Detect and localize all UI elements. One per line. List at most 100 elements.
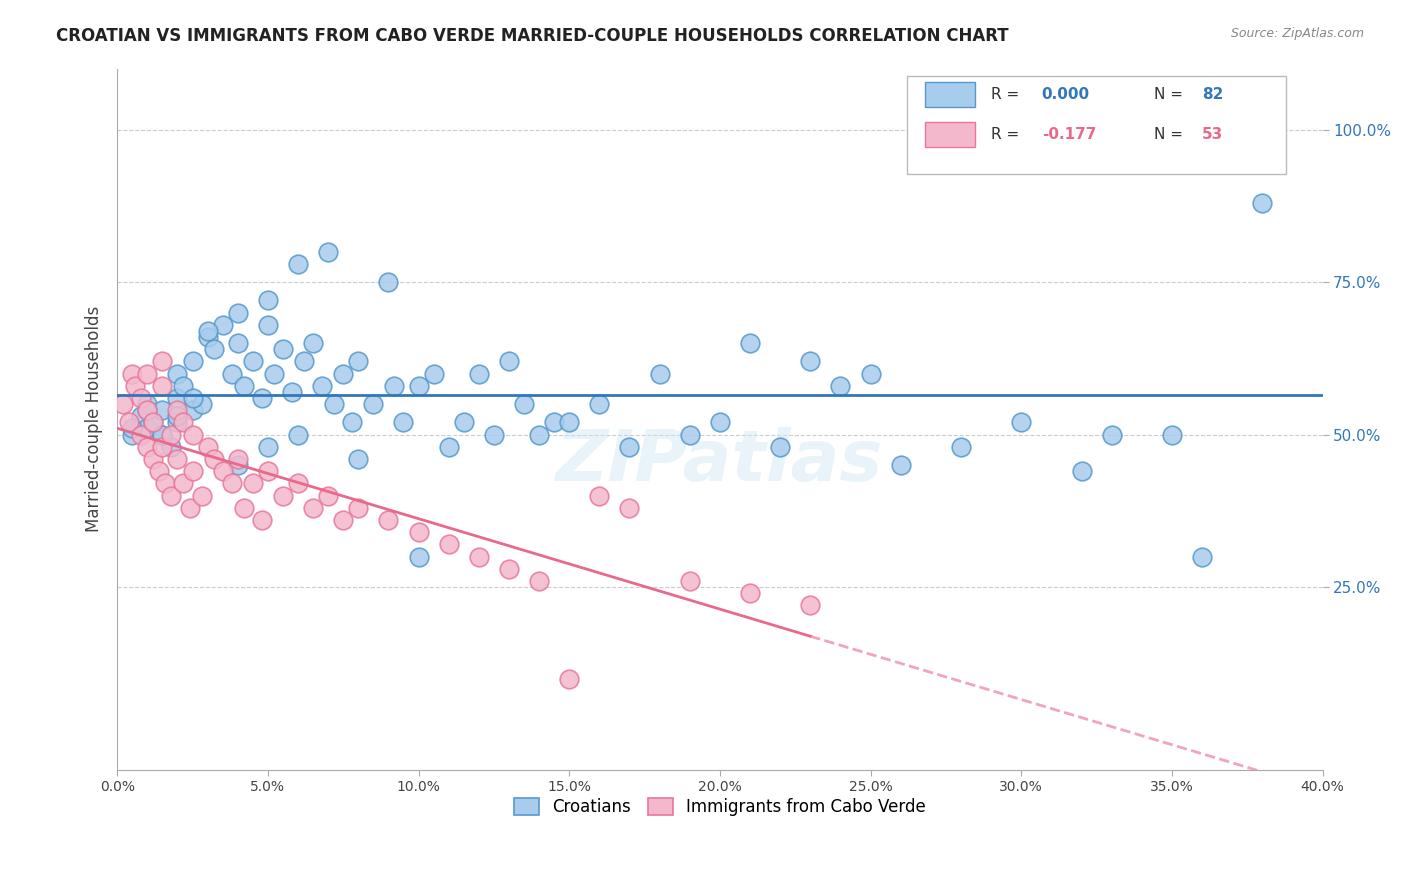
Point xyxy=(211,318,233,332)
Point xyxy=(323,397,346,411)
Point xyxy=(150,427,173,442)
Point xyxy=(1191,549,1213,564)
Point xyxy=(709,415,731,429)
Point xyxy=(179,500,201,515)
Point xyxy=(257,293,280,308)
Point xyxy=(287,257,309,271)
Point xyxy=(949,440,972,454)
Point xyxy=(197,440,219,454)
FancyBboxPatch shape xyxy=(925,122,976,147)
Point xyxy=(527,427,550,442)
Text: Source: ZipAtlas.com: Source: ZipAtlas.com xyxy=(1230,27,1364,40)
Text: -0.177: -0.177 xyxy=(1042,127,1097,142)
Point xyxy=(619,500,641,515)
Point xyxy=(302,500,325,515)
Point xyxy=(136,367,159,381)
Point xyxy=(197,324,219,338)
Point xyxy=(150,427,173,442)
Point xyxy=(136,403,159,417)
Point xyxy=(311,378,333,392)
Point xyxy=(347,500,370,515)
Point xyxy=(129,391,152,405)
Point xyxy=(558,415,581,429)
Point xyxy=(160,440,183,454)
Point xyxy=(232,378,254,392)
Point xyxy=(263,367,285,381)
Point xyxy=(342,415,364,429)
Point xyxy=(142,451,165,466)
Text: R =: R = xyxy=(991,127,1024,142)
Point xyxy=(271,489,294,503)
Point xyxy=(150,378,173,392)
Point xyxy=(112,397,135,411)
Point xyxy=(155,476,177,491)
Point xyxy=(166,367,188,381)
Point xyxy=(527,574,550,588)
Point xyxy=(160,489,183,503)
Point xyxy=(232,500,254,515)
Point xyxy=(799,599,821,613)
Point xyxy=(799,354,821,368)
Text: CROATIAN VS IMMIGRANTS FROM CABO VERDE MARRIED-COUPLE HOUSEHOLDS CORRELATION CHA: CROATIAN VS IMMIGRANTS FROM CABO VERDE M… xyxy=(56,27,1010,45)
Point xyxy=(648,367,671,381)
Point xyxy=(129,427,152,442)
Legend: Croatians, Immigrants from Cabo Verde: Croatians, Immigrants from Cabo Verde xyxy=(506,790,934,825)
Point xyxy=(377,275,399,289)
Point xyxy=(1070,464,1092,478)
Point xyxy=(271,342,294,356)
Point xyxy=(166,409,188,424)
Point xyxy=(468,367,491,381)
Point xyxy=(332,513,354,527)
Point xyxy=(211,464,233,478)
Text: N =: N = xyxy=(1154,87,1188,102)
Point xyxy=(150,440,173,454)
Point xyxy=(384,378,406,392)
Point xyxy=(166,391,188,405)
Point xyxy=(1161,427,1184,442)
Text: ZIPatlas: ZIPatlas xyxy=(557,427,883,496)
FancyBboxPatch shape xyxy=(925,82,976,107)
Point xyxy=(121,421,143,435)
Point xyxy=(468,549,491,564)
Point xyxy=(181,354,204,368)
Point xyxy=(377,513,399,527)
Point xyxy=(513,397,536,411)
Point xyxy=(302,336,325,351)
Point xyxy=(197,330,219,344)
Point xyxy=(408,378,430,392)
Point xyxy=(437,537,460,551)
Point xyxy=(226,305,249,319)
Point xyxy=(250,391,273,405)
Text: 82: 82 xyxy=(1202,87,1223,102)
Point xyxy=(181,427,204,442)
Point xyxy=(150,354,173,368)
Point xyxy=(588,397,610,411)
Point xyxy=(136,403,159,417)
Point xyxy=(257,318,280,332)
Point xyxy=(173,476,195,491)
Point xyxy=(543,415,565,429)
Point xyxy=(160,427,183,442)
Point xyxy=(679,427,702,442)
Point xyxy=(408,549,430,564)
Text: 0.000: 0.000 xyxy=(1042,87,1090,102)
Point xyxy=(181,464,204,478)
Point xyxy=(287,476,309,491)
Point xyxy=(242,354,264,368)
Point xyxy=(890,458,912,472)
Y-axis label: Married-couple Households: Married-couple Households xyxy=(86,306,103,533)
Point xyxy=(422,367,444,381)
Point xyxy=(738,586,761,600)
Point xyxy=(830,378,852,392)
Point xyxy=(121,427,143,442)
Point xyxy=(226,458,249,472)
Point xyxy=(118,415,141,429)
Point xyxy=(558,672,581,686)
Point xyxy=(166,403,188,417)
Point xyxy=(257,464,280,478)
Point xyxy=(408,525,430,540)
Point xyxy=(738,336,761,351)
Point xyxy=(453,415,475,429)
Point xyxy=(347,354,370,368)
Point xyxy=(190,489,212,503)
